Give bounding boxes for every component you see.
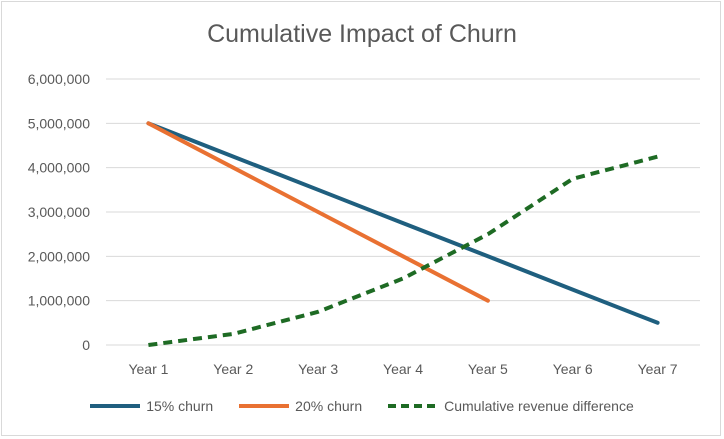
- x-tick-label: Year 5: [468, 361, 508, 377]
- legend-item-20-churn: 20% churn: [239, 398, 362, 414]
- chart-title: Cumulative Impact of Churn: [207, 20, 517, 48]
- chart-legend: 15% churn 20% churn Cumulative revenue d…: [0, 398, 724, 414]
- y-tick-label: 3,000,000: [28, 204, 90, 220]
- series-line-15-churn: [146, 121, 660, 325]
- series-line-20-churn: [146, 121, 490, 303]
- y-tick-label: 1,000,000: [28, 293, 90, 309]
- y-tick-label: 0: [82, 337, 90, 353]
- legend-label-20-churn: 20% churn: [295, 398, 363, 414]
- x-tick-label: Year 7: [638, 361, 678, 377]
- series-line-cumulative-revenue-difference: [148, 154, 659, 347]
- legend-swatch-15-churn: [90, 404, 141, 408]
- x-tick-label: Year 2: [213, 361, 253, 377]
- x-tick-label: Year 1: [128, 361, 168, 377]
- legend-swatch-20-churn: [239, 404, 290, 408]
- x-tick-label: Year 4: [383, 361, 423, 377]
- y-tick-label: 5,000,000: [28, 115, 90, 131]
- x-tick-label: Year 6: [553, 361, 593, 377]
- x-tick-label: Year 3: [298, 361, 338, 377]
- y-tick-label: 4,000,000: [28, 160, 90, 176]
- legend-label-cumulative-revenue-difference: Cumulative revenue difference: [444, 398, 634, 414]
- legend-item-15-churn: 15% churn: [90, 398, 213, 414]
- legend-label-15-churn: 15% churn: [146, 398, 214, 414]
- y-tick-label: 6,000,000: [28, 71, 90, 87]
- legend-swatch-cumulative-revenue-difference: [388, 404, 439, 408]
- legend-item-cumulative-revenue-difference: Cumulative revenue difference: [388, 398, 634, 414]
- y-tick-label: 2,000,000: [28, 248, 90, 264]
